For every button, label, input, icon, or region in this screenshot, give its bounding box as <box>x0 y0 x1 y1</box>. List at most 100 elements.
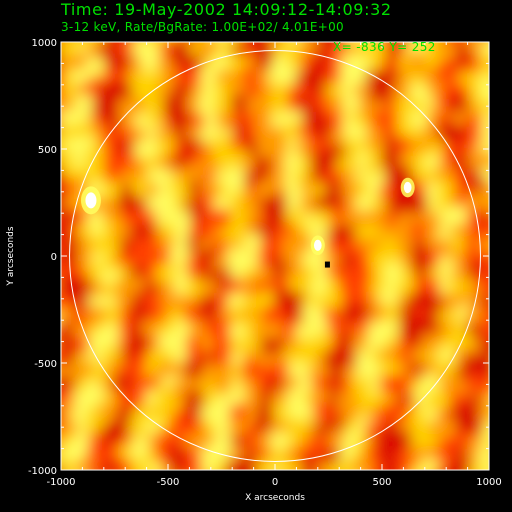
field-cell <box>113 80 132 99</box>
field-cell <box>372 462 391 470</box>
field-cell <box>169 417 188 436</box>
field-cell <box>483 463 489 470</box>
field-cell <box>217 364 236 383</box>
field-cell <box>367 334 386 353</box>
field-cell <box>62 464 81 470</box>
field-cell <box>85 165 104 184</box>
field-cell <box>257 52 276 71</box>
field-cell <box>171 42 190 60</box>
bright-source <box>313 239 322 251</box>
field-cell <box>421 334 440 353</box>
field-cell <box>158 431 177 450</box>
field-cell <box>215 460 234 470</box>
field-cell <box>381 150 400 169</box>
field-cell <box>439 472 457 490</box>
field-cell <box>158 333 177 352</box>
field-cell <box>323 448 341 467</box>
field-cell <box>288 475 306 493</box>
field-cell <box>256 459 275 470</box>
field-cell <box>492 332 510 350</box>
field-cell <box>340 183 359 202</box>
field-cell <box>104 460 123 470</box>
field-cell <box>187 403 205 422</box>
field-cell <box>85 81 104 99</box>
field-cell <box>482 183 489 202</box>
field-cell <box>272 83 291 102</box>
field-cell <box>61 306 76 325</box>
field-cell <box>86 465 105 470</box>
field-cell <box>379 320 398 339</box>
field-cell <box>134 472 152 490</box>
field-cell <box>450 461 469 470</box>
field-cell <box>211 478 229 496</box>
field-cell <box>481 436 489 455</box>
field-cell <box>352 55 371 73</box>
x-tick-label: 1000 <box>476 477 501 488</box>
field-cell <box>73 208 92 227</box>
field-cell <box>127 210 146 229</box>
field-cell <box>329 463 347 470</box>
field-cell <box>184 480 202 498</box>
field-cell <box>270 98 289 117</box>
field-cell <box>183 461 202 470</box>
field-cell <box>214 348 233 367</box>
field-cell <box>229 323 248 342</box>
x-tick-label: 500 <box>372 477 391 488</box>
field-cell <box>214 42 233 45</box>
field-cell <box>104 306 123 325</box>
field-cell <box>295 235 314 254</box>
field-cell <box>216 112 235 131</box>
field-cell <box>184 306 203 324</box>
field-cell <box>171 463 189 470</box>
field-cell <box>71 70 90 88</box>
field-cell <box>480 392 489 411</box>
field-cell <box>254 322 273 341</box>
field-cell <box>477 449 489 468</box>
field-cell <box>212 209 230 228</box>
field-cell <box>199 42 217 58</box>
field-cell <box>496 209 512 227</box>
field-cell <box>384 262 403 281</box>
y-tick-label: 1000 <box>32 38 57 49</box>
field-cell <box>499 293 512 311</box>
field-cell <box>198 96 217 115</box>
field-cell <box>491 396 509 414</box>
field-cell <box>142 320 161 339</box>
field-cell <box>468 151 487 170</box>
field-cell <box>284 153 303 172</box>
source-layer <box>80 177 415 268</box>
field-cell <box>159 282 178 301</box>
field-cell <box>480 251 489 270</box>
field-cell <box>227 55 246 74</box>
field-cell <box>172 211 191 230</box>
field-cell <box>483 421 489 440</box>
field-cell <box>273 361 292 379</box>
x-tick-label: -1000 <box>46 477 75 488</box>
field-cell <box>493 448 511 466</box>
field-cell <box>200 281 219 300</box>
field-cell <box>295 71 314 90</box>
field-cell <box>61 312 62 330</box>
field-cell <box>393 82 412 101</box>
field-cell <box>85 58 104 77</box>
field-cell <box>312 402 331 421</box>
field-cell <box>465 307 484 325</box>
field-cell <box>147 304 165 323</box>
field-cell <box>408 475 426 493</box>
field-cell <box>477 100 489 119</box>
field-cell <box>270 432 289 450</box>
field-cell <box>105 164 123 183</box>
field-cell <box>255 98 274 117</box>
field-cell <box>497 421 512 439</box>
field-cell <box>226 226 244 245</box>
field-cell <box>483 111 489 130</box>
field-cell <box>484 348 489 367</box>
field-cell <box>61 42 76 59</box>
field-cell <box>436 165 455 183</box>
cursor-coordinate-readout: X= -836 Y= 252 <box>333 40 436 54</box>
field-cell <box>477 141 489 160</box>
field-cell <box>384 304 403 323</box>
field-cell <box>214 418 233 436</box>
field-cell <box>341 459 360 470</box>
